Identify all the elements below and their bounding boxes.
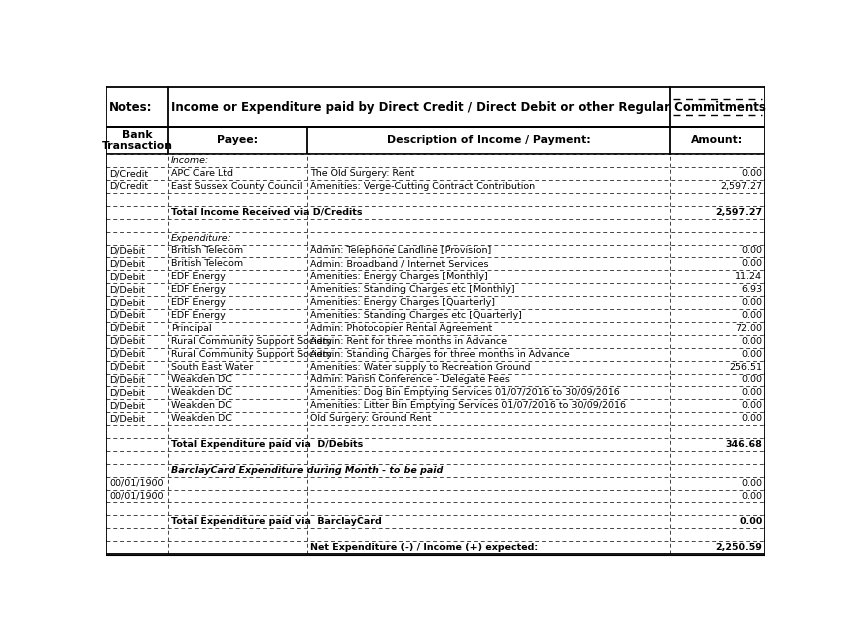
Text: Total Expenditure paid via  BarclayCard: Total Expenditure paid via BarclayCard [171,517,382,526]
Text: Admin: Telephone Landline [Provision]: Admin: Telephone Landline [Provision] [309,246,491,256]
Text: 256.51: 256.51 [729,362,762,372]
Text: 11.24: 11.24 [735,273,762,281]
Text: Amenities: Dog Bin Emptying Services 01/07/2016 to 30/09/2016: Amenities: Dog Bin Emptying Services 01/… [309,388,620,398]
Text: 2,597.27: 2,597.27 [715,208,762,217]
Text: Amenities: Water supply to Recreation Ground: Amenities: Water supply to Recreation Gr… [309,362,530,372]
Text: D/Debit: D/Debit [109,362,144,372]
Text: EDF Energy: EDF Energy [171,285,225,294]
Text: 0.00: 0.00 [741,492,762,501]
Text: D/Debit: D/Debit [109,414,144,423]
Text: Admin: Rent for three months in Advance: Admin: Rent for three months in Advance [309,337,507,346]
Text: Bank
Transaction: Bank Transaction [102,129,173,151]
Text: D/Debit: D/Debit [109,259,144,268]
Text: 0.00: 0.00 [741,414,762,423]
Text: 0.00: 0.00 [741,259,762,268]
Text: 0.00: 0.00 [741,401,762,410]
Text: Net Expenditure (-) / Income (+) expected:: Net Expenditure (-) / Income (+) expecte… [309,543,538,552]
Text: Amenities: Standing Charges etc [Quarterly]: Amenities: Standing Charges etc [Quarter… [309,311,522,320]
Text: Income:: Income: [171,156,209,165]
Text: Description of Income / Payment:: Description of Income / Payment: [387,136,591,146]
Text: 0.00: 0.00 [741,298,762,307]
Text: Amenities: Litter Bin Emptying Services 01/07/2016 to 30/09/2016: Amenities: Litter Bin Emptying Services … [309,401,626,410]
Text: D/Debit: D/Debit [109,273,144,281]
Text: 0.00: 0.00 [741,479,762,488]
Text: D/Credit: D/Credit [109,169,148,178]
Text: EDF Energy: EDF Energy [171,311,225,320]
Text: EDF Energy: EDF Energy [171,273,225,281]
Text: Weakden DC: Weakden DC [171,414,232,423]
Text: 00/01/1900: 00/01/1900 [109,479,163,488]
Text: Old Surgery: Ground Rent: Old Surgery: Ground Rent [309,414,431,423]
Text: 0.00: 0.00 [741,169,762,178]
Text: 6.93: 6.93 [741,285,762,294]
Text: British Telecom: British Telecom [171,246,243,256]
Text: 0.00: 0.00 [741,350,762,359]
Text: The Old Surgery: Rent: The Old Surgery: Rent [309,169,414,178]
Text: Total Income Received via D/Credits: Total Income Received via D/Credits [171,208,362,217]
Text: Admin: Photocopier Rental Agreement: Admin: Photocopier Rental Agreement [309,324,492,333]
Text: Rural Community Support Society: Rural Community Support Society [171,350,332,359]
Text: Expenditure:: Expenditure: [171,234,232,242]
Text: Weakden DC: Weakden DC [171,376,232,384]
Text: Admin: Broadband / Internet Services: Admin: Broadband / Internet Services [309,259,488,268]
Text: D/Debit: D/Debit [109,388,144,398]
Text: BarclayCard Expenditure during Month - to be paid: BarclayCard Expenditure during Month - t… [171,466,443,475]
Text: Rural Community Support Society: Rural Community Support Society [171,337,332,346]
Text: Amount:: Amount: [691,136,744,146]
Text: D/Debit: D/Debit [109,311,144,320]
Text: Principal: Principal [171,324,212,333]
Text: Total Expenditure paid via  D/Debits: Total Expenditure paid via D/Debits [171,440,363,449]
Text: D/Credit: D/Credit [109,182,148,191]
Text: 0.00: 0.00 [741,337,762,346]
Text: D/Debit: D/Debit [109,376,144,384]
Text: 0.00: 0.00 [741,376,762,384]
Text: Admin: Standing Charges for three months in Advance: Admin: Standing Charges for three months… [309,350,570,359]
Text: APC Care Ltd: APC Care Ltd [171,169,233,178]
Text: D/Debit: D/Debit [109,337,144,346]
Text: 2,597.27: 2,597.27 [720,182,762,191]
Text: Income or Expenditure paid by Direct Credit / Direct Debit or other Regular Comm: Income or Expenditure paid by Direct Cre… [172,100,767,114]
Text: D/Debit: D/Debit [109,401,144,410]
Text: South East Water: South East Water [171,362,253,372]
Text: 0.00: 0.00 [741,388,762,398]
Text: Amenities: Standing Charges etc [Monthly]: Amenities: Standing Charges etc [Monthly… [309,285,514,294]
Text: Amenities: Energy Charges [Quarterly]: Amenities: Energy Charges [Quarterly] [309,298,495,307]
Text: D/Debit: D/Debit [109,246,144,256]
Text: D/Debit: D/Debit [109,298,144,307]
Text: Admin: Parish Conference - Delegate Fees: Admin: Parish Conference - Delegate Fees [309,376,510,384]
Text: 2,250.59: 2,250.59 [716,543,762,552]
Text: EDF Energy: EDF Energy [171,298,225,307]
Text: 0.00: 0.00 [740,517,762,526]
Text: British Telecom: British Telecom [171,259,243,268]
Text: Notes:: Notes: [109,100,152,114]
Text: Payee:: Payee: [217,136,258,146]
Text: 72.00: 72.00 [735,324,762,333]
Text: Weakden DC: Weakden DC [171,388,232,398]
Text: 0.00: 0.00 [741,311,762,320]
Text: D/Debit: D/Debit [109,285,144,294]
Text: Weakden DC: Weakden DC [171,401,232,410]
Text: East Sussex County Council: East Sussex County Council [171,182,303,191]
Text: Amenities: Energy Charges [Monthly]: Amenities: Energy Charges [Monthly] [309,273,488,281]
Text: D/Debit: D/Debit [109,350,144,359]
Text: 346.68: 346.68 [726,440,762,449]
Text: 0.00: 0.00 [741,246,762,256]
Text: D/Debit: D/Debit [109,324,144,333]
Text: 00/01/1900: 00/01/1900 [109,492,163,501]
Text: Amenities: Verge-Cutting Contract Contribution: Amenities: Verge-Cutting Contract Contri… [309,182,535,191]
